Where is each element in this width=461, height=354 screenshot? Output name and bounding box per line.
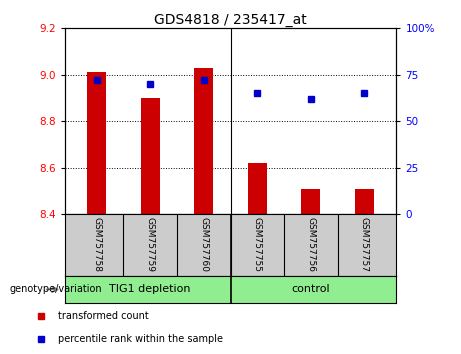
Bar xyxy=(301,189,320,214)
Text: GSM757757: GSM757757 xyxy=(360,217,369,272)
Bar xyxy=(355,189,374,214)
Bar xyxy=(87,73,106,214)
Text: TIG1 depletion: TIG1 depletion xyxy=(109,284,191,295)
Text: GSM757755: GSM757755 xyxy=(253,217,262,272)
Text: GSM757760: GSM757760 xyxy=(199,217,208,272)
Text: GSM757759: GSM757759 xyxy=(146,217,155,272)
Text: transformed count: transformed count xyxy=(59,311,149,321)
Bar xyxy=(141,98,160,214)
Text: percentile rank within the sample: percentile rank within the sample xyxy=(59,334,224,344)
Text: GSM757756: GSM757756 xyxy=(306,217,315,272)
Text: control: control xyxy=(291,284,330,295)
Title: GDS4818 / 235417_at: GDS4818 / 235417_at xyxy=(154,13,307,27)
Text: genotype/variation: genotype/variation xyxy=(9,284,102,295)
Bar xyxy=(248,163,266,214)
Bar xyxy=(195,68,213,214)
Text: GSM757758: GSM757758 xyxy=(92,217,101,272)
